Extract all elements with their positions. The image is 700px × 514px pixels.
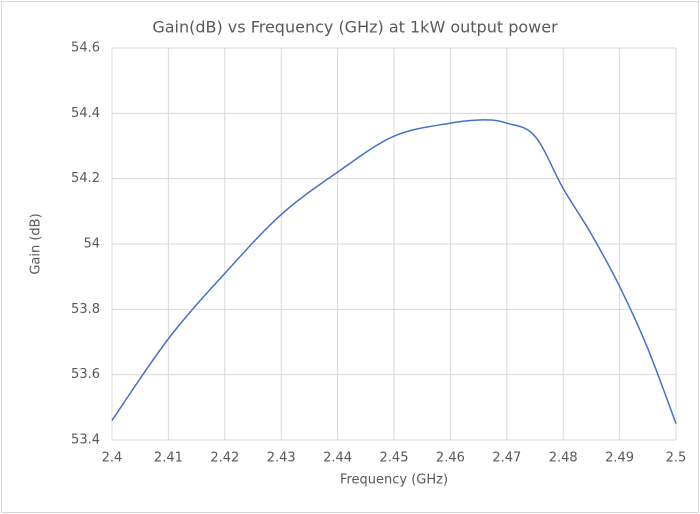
y-tick-label: 53.4 [71, 433, 100, 448]
x-tick-label: 2.49 [605, 451, 634, 466]
line-series [111, 119, 677, 424]
y-tick-label: 54.4 [71, 106, 100, 121]
y-tick-label: 53.6 [71, 367, 100, 382]
x-tick-label: 2.4 [102, 451, 123, 466]
x-tick-label: 2.45 [380, 451, 409, 466]
y-tick-label: 54 [83, 237, 100, 252]
x-tick-label: 2.5 [666, 451, 687, 466]
y-axis-label: Gain (dB) [29, 213, 44, 274]
y-tick-label: 54.6 [71, 41, 100, 56]
chart-title: Gain(dB) vs Frequency (GHz) at 1kW outpu… [152, 18, 558, 37]
x-tick-label: 2.43 [267, 451, 296, 466]
x-tick-label: 2.42 [210, 451, 239, 466]
x-tick-label: 2.47 [492, 451, 521, 466]
x-tick-label: 2.48 [549, 451, 578, 466]
x-tick-label: 2.41 [154, 451, 183, 466]
y-tick-label: 54.2 [71, 171, 100, 186]
y-tick-label: 53.8 [71, 302, 100, 317]
x-axis-label: Frequency (GHz) [340, 473, 448, 488]
x-tick-label: 2.46 [436, 451, 465, 466]
x-tick-label: 2.44 [323, 451, 352, 466]
